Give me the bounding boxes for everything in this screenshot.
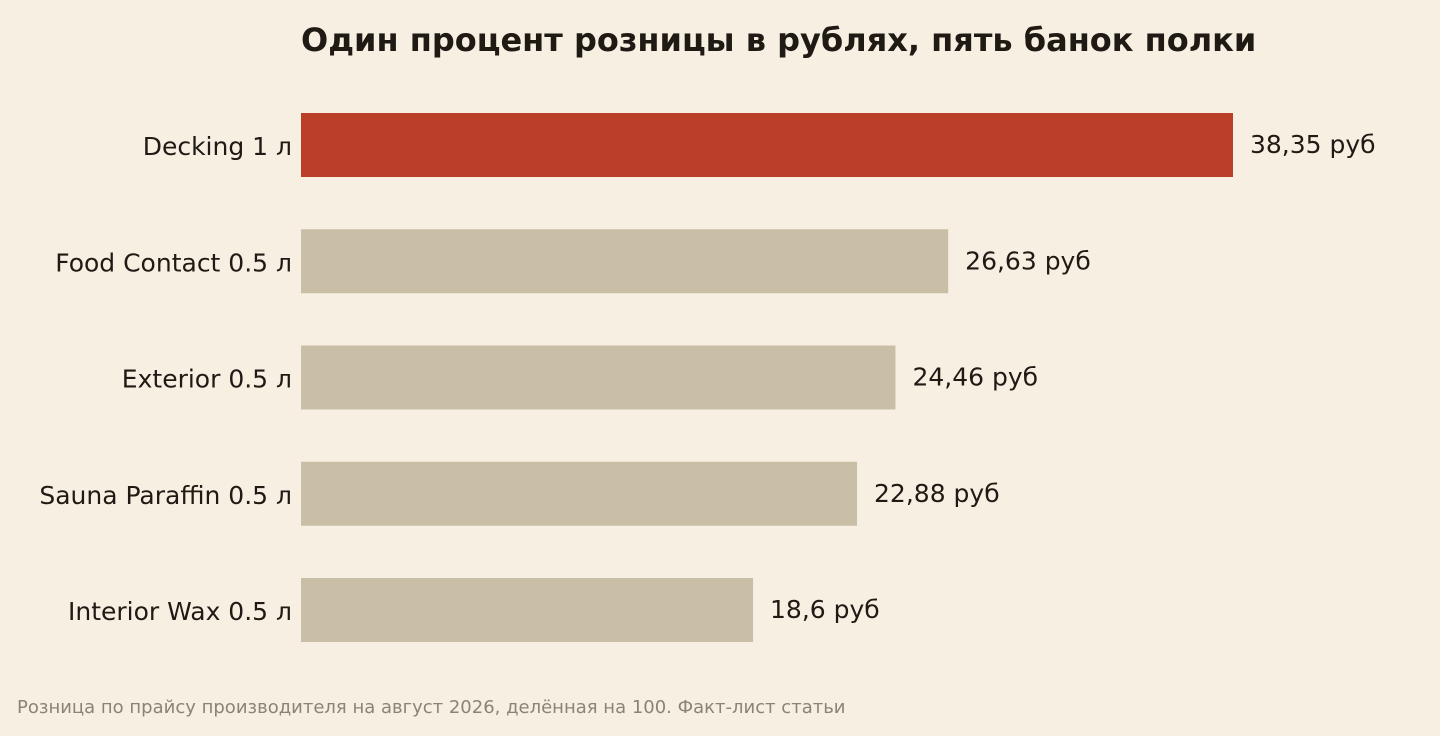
value-label-4: 18,6 руб [770,595,880,624]
category-label-1: Food Contact 0.5 л [55,248,292,277]
value-label-0: 38,35 руб [1250,130,1376,159]
bar-0 [301,113,1233,177]
bar-4 [301,578,754,642]
category-label-3: Sauna Paraffin 0.5 л [39,481,292,510]
category-label-0: Decking 1 л [143,132,292,161]
bar-1 [301,229,949,294]
bars-layer [301,113,1233,642]
bar-3 [301,461,858,526]
chart-title: Один процент розницы в рублях, пять бано… [301,21,1257,59]
category-label-4: Interior Wax 0.5 л [68,597,292,626]
category-label-2: Exterior 0.5 л [122,365,292,394]
chart-caption: Розница по прайсу производителя на авгус… [17,697,846,718]
value-label-3: 22,88 руб [874,479,1000,508]
value-label-1: 26,63 руб [965,246,1091,275]
bar-2 [301,345,896,410]
labels-layer: Decking 1 л 38,35 руб Food Contact 0.5 л 26… [39,130,1375,626]
value-label-2: 24,46 руб [912,363,1038,392]
